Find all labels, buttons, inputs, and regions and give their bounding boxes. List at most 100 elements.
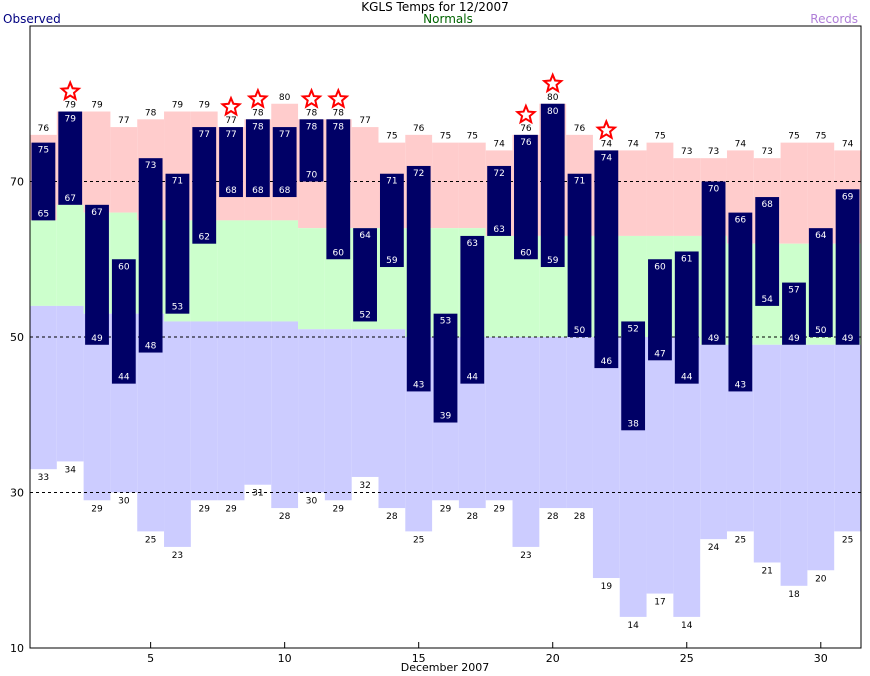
observed-low-label: 59 bbox=[547, 256, 559, 266]
observed-high-label: 76 bbox=[520, 138, 532, 148]
record-high-band bbox=[458, 142, 486, 229]
normal-low-band bbox=[646, 337, 674, 594]
observed-high-label: 73 bbox=[145, 161, 156, 171]
observed-high-label: 78 bbox=[333, 122, 345, 132]
record-high-label: 80 bbox=[547, 93, 559, 103]
observed-low-label: 52 bbox=[359, 310, 370, 320]
observed-high-label: 72 bbox=[493, 169, 504, 179]
observed-high-label: 60 bbox=[654, 262, 666, 272]
x-tick-label: 15 bbox=[412, 652, 426, 665]
observed-bar bbox=[326, 119, 351, 260]
record-high-band bbox=[110, 127, 138, 213]
record-high-label: 79 bbox=[91, 101, 103, 111]
record-high-label: 74 bbox=[493, 139, 505, 149]
axis-layer: 5 10 15 20 25 30 10 30 50 70 bbox=[10, 176, 828, 666]
observed-low-label: 63 bbox=[493, 225, 504, 235]
record-high-label: 76 bbox=[38, 124, 50, 134]
observed-low-label: 54 bbox=[761, 295, 773, 305]
record-low-label: 19 bbox=[601, 582, 613, 592]
observed-low-label: 50 bbox=[815, 326, 827, 336]
observed-low-label: 44 bbox=[118, 373, 130, 383]
normal-low-band bbox=[298, 329, 325, 493]
record-low-label: 18 bbox=[788, 590, 800, 600]
normal-low-band bbox=[271, 321, 299, 509]
normal-high-band bbox=[30, 220, 57, 306]
observed-low-label: 47 bbox=[654, 349, 665, 359]
record-low-label: 21 bbox=[761, 566, 772, 576]
observed-bar bbox=[701, 181, 726, 345]
normal-low-band bbox=[56, 305, 84, 462]
record-low-label: 14 bbox=[627, 621, 639, 631]
observed-high-label: 66 bbox=[735, 216, 747, 226]
observed-bar bbox=[755, 197, 780, 306]
observed-high-label: 80 bbox=[547, 107, 559, 117]
record-high-label: 75 bbox=[440, 132, 451, 142]
observed-low-label: 65 bbox=[38, 209, 49, 219]
observed-bar bbox=[165, 173, 190, 314]
observed-low-label: 60 bbox=[333, 248, 345, 258]
record-low-label: 25 bbox=[842, 535, 853, 545]
record-star-icon bbox=[220, 95, 243, 117]
record-low-label: 29 bbox=[91, 504, 103, 514]
observed-bar bbox=[594, 150, 619, 369]
observed-low-label: 38 bbox=[627, 419, 639, 429]
observed-low-label: 44 bbox=[467, 373, 479, 383]
observed-low-label: 46 bbox=[601, 357, 613, 367]
normal-low-band bbox=[30, 305, 57, 470]
record-star-icon bbox=[300, 87, 323, 109]
observed-high-label: 71 bbox=[574, 177, 585, 187]
observed-low-label: 68 bbox=[225, 186, 237, 196]
observed-low-label: 39 bbox=[440, 412, 452, 422]
observed-low-label: 49 bbox=[788, 334, 800, 344]
x-tick-label: 10 bbox=[278, 652, 292, 665]
observed-high-label: 60 bbox=[118, 262, 130, 272]
observed-high-label: 52 bbox=[627, 324, 638, 334]
observed-bar bbox=[835, 189, 860, 345]
observed-low-label: 68 bbox=[279, 186, 291, 196]
observed-low-label: 43 bbox=[413, 380, 424, 390]
record-high-label: 79 bbox=[172, 101, 184, 111]
record-high-band bbox=[646, 142, 674, 236]
observed-bar bbox=[433, 313, 458, 423]
record-low-label: 25 bbox=[735, 535, 746, 545]
normal-low-band bbox=[834, 344, 861, 532]
record-high-band bbox=[351, 127, 379, 229]
normal-low-band bbox=[566, 337, 593, 509]
observed-high-label: 72 bbox=[413, 169, 424, 179]
observed-bar bbox=[245, 119, 270, 198]
record-star-icon bbox=[595, 118, 618, 140]
normal-low-band bbox=[351, 329, 379, 477]
record-high-band bbox=[673, 158, 701, 236]
normal-low-band bbox=[753, 344, 781, 563]
record-high-band bbox=[83, 111, 111, 213]
observed-bar bbox=[782, 282, 806, 345]
record-high-label: 73 bbox=[708, 147, 719, 157]
record-high-label: 77 bbox=[359, 116, 370, 126]
record-low-label: 23 bbox=[520, 551, 531, 561]
observed-high-label: 63 bbox=[467, 239, 478, 249]
observed-high-label: 78 bbox=[306, 122, 318, 132]
record-high-band bbox=[432, 142, 459, 229]
record-high-label: 75 bbox=[654, 132, 665, 142]
observed-bar bbox=[567, 173, 592, 337]
observed-high-label: 71 bbox=[172, 177, 183, 187]
normal-low-band bbox=[164, 321, 191, 547]
observed-low-label: 50 bbox=[574, 326, 586, 336]
record-star-icon bbox=[59, 79, 82, 101]
x-tick-label: 30 bbox=[814, 652, 828, 665]
record-low-label: 33 bbox=[38, 473, 49, 483]
record-low-label: 30 bbox=[118, 497, 130, 507]
observed-high-label: 64 bbox=[359, 231, 371, 241]
record-low-label: 20 bbox=[815, 574, 827, 584]
observed-bar bbox=[379, 173, 404, 268]
observed-high-label: 78 bbox=[252, 122, 264, 132]
record-high-label: 74 bbox=[627, 139, 639, 149]
record-star-icon bbox=[246, 87, 269, 109]
observed-bar bbox=[728, 212, 753, 392]
record-low-label: 23 bbox=[172, 551, 183, 561]
record-high-label: 77 bbox=[225, 116, 236, 126]
observed-bar bbox=[31, 142, 56, 221]
normal-high-band bbox=[271, 220, 299, 322]
y-tick-label: 70 bbox=[10, 176, 24, 189]
normal-high-band bbox=[217, 220, 245, 322]
